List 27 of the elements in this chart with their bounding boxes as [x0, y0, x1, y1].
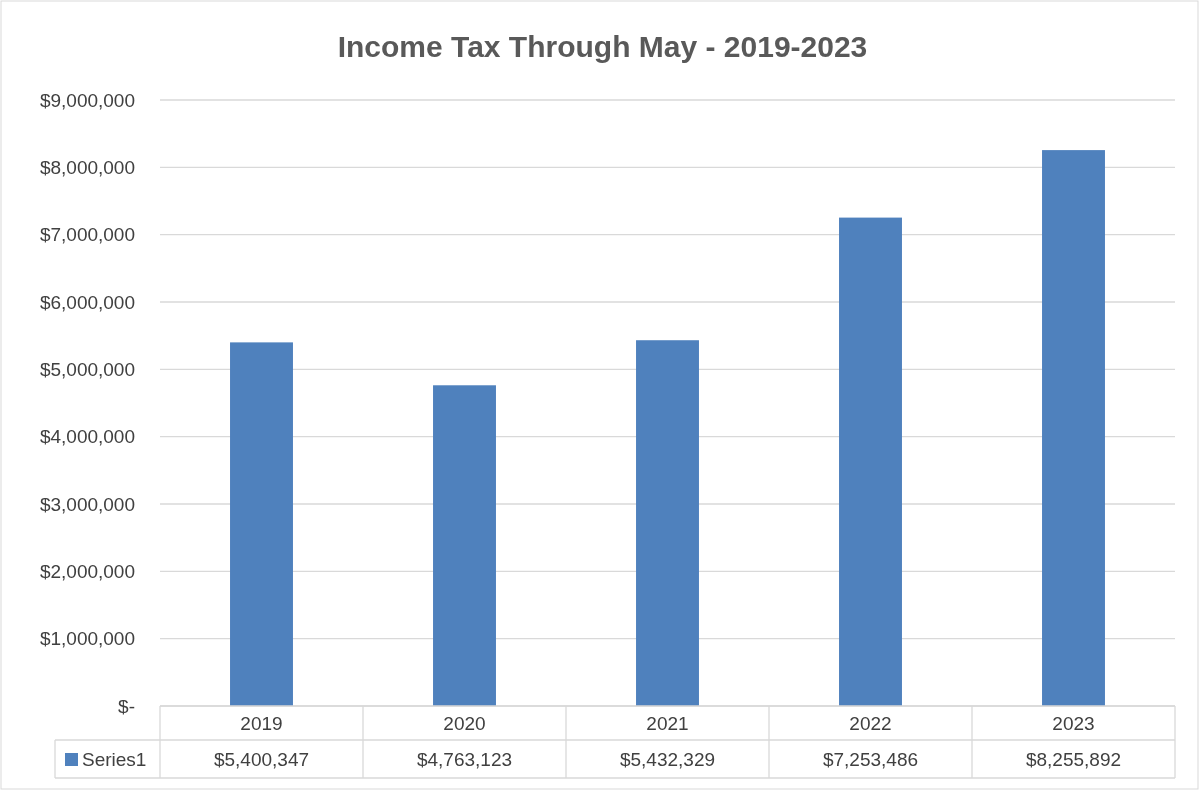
data-label: $5,400,347	[213, 748, 310, 770]
bar	[433, 385, 496, 706]
bar	[1042, 150, 1105, 706]
bar	[636, 340, 699, 706]
y-tick-label: $5,000,000	[39, 358, 135, 380]
y-tick-label: $9,000,000	[39, 89, 135, 111]
y-tick-label: $1,000,000	[39, 628, 135, 650]
y-tick-label: $2,000,000	[39, 560, 135, 582]
x-tick-label: 2020	[443, 712, 486, 734]
y-tick-label: $4,000,000	[39, 426, 135, 448]
data-label: $7,253,486	[822, 748, 919, 770]
y-tick-label: $3,000,000	[39, 493, 135, 515]
y-tick-label: $7,000,000	[39, 224, 135, 246]
bar	[230, 342, 293, 706]
data-label: $5,432,329	[619, 748, 716, 770]
bar	[839, 217, 902, 706]
y-tick-label: $-	[118, 695, 135, 717]
x-tick-label: 2021	[646, 712, 689, 734]
data-label: $8,255,892	[1025, 748, 1122, 770]
x-tick-label: 2023	[1052, 712, 1095, 734]
x-tick-label: 2022	[849, 712, 892, 734]
legend-label: Series1	[82, 748, 147, 770]
y-tick-label: $6,000,000	[39, 291, 135, 313]
y-tick-label: $8,000,000	[39, 156, 135, 178]
chart-title: Income Tax Through May - 2019-2023	[337, 30, 868, 63]
x-tick-label: 2019	[240, 712, 283, 734]
data-label: $4,763,123	[416, 748, 513, 770]
